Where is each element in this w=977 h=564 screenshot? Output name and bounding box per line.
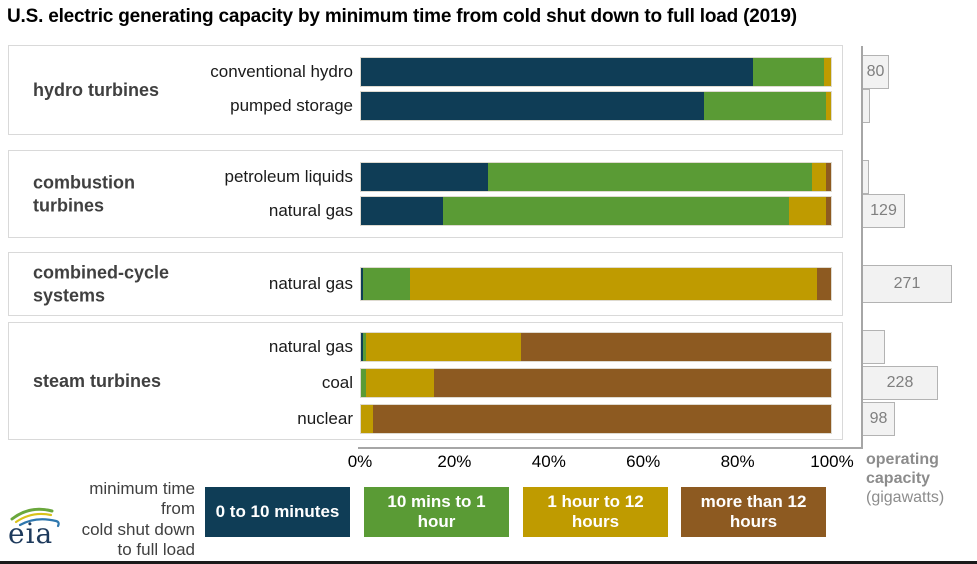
capacity-box: 271 [862,265,952,303]
right-axis-title-text: operating capacity [866,451,939,487]
row-label: pumped storage [230,96,353,115]
bar-segment-0-to-10-minutes [361,163,488,191]
capacity-box [862,330,885,364]
row-label: natural gas [268,337,353,356]
bar-segment-10-mins-to-1-hour [361,369,366,397]
bar-segment-1-hour-to-12-hours [361,405,373,433]
group-label: hydro turbines [33,79,160,100]
legend-chip-navy: 0 to 10 minutes [205,487,350,537]
bar-segment-1-hour-to-12-hours [365,333,521,361]
stacked-bar [360,267,832,301]
stacked-bar [360,162,832,192]
bar-segment-0-to-10-minutes [361,268,364,300]
bar-segment-more-than-12-hours [816,268,831,300]
stacked-bar [360,368,832,398]
capacity-axis-line [861,46,863,448]
x-axis-line [358,447,863,449]
eia-logo-text: eia [8,517,54,550]
x-axis-tick: 40% [531,452,566,471]
bar-segment-1-hour-to-12-hours [365,369,434,397]
bar-segment-more-than-12-hours [372,405,831,433]
x-axis-tick: 80% [720,452,755,471]
bar-segment-1-hour-to-12-hours [788,197,827,225]
bar-segment-10-mins-to-1-hour [363,268,411,300]
row-label: natural gas [268,201,353,220]
bar-segment-more-than-12-hours [433,369,831,397]
bar-segment-1-hour-to-12-hours [812,163,827,191]
bar-segment-more-than-12-hours [826,163,831,191]
capacity-box: 129 [862,194,905,228]
capacity-box: 80 [862,55,889,89]
stacked-bar [360,57,832,87]
row-label: nuclear [297,409,353,428]
legend-chip-green: 10 mins to 1 hour [364,487,509,537]
capacity-box: 228 [862,366,938,400]
stacked-bar [360,332,832,362]
x-axis-tick: 100% [810,452,854,471]
bar-segment-10-mins-to-1-hour [704,92,827,120]
bar-segment-0-to-10-minutes [361,92,705,120]
group-label: combined-cycle systems [33,262,170,306]
capacity-box: 98 [862,402,895,436]
bar-segment-1-hour-to-12-hours [826,92,831,120]
bar-segment-1-hour-to-12-hours [410,268,817,300]
bar-segment-0-to-10-minutes [361,58,754,86]
chart-title: U.S. electric generating capacity by min… [7,6,797,27]
legend-chip-brown: more than 12 hours [681,487,826,537]
bottom-border [0,561,977,564]
x-axis-tick: 20% [437,452,472,471]
bar-segment-more-than-12-hours [826,197,831,225]
capacity-box [862,160,869,194]
row-label: coal [321,373,353,392]
group-label: combustion turbines [33,172,135,216]
legend-caption: minimum time from cold shut down to full… [81,479,195,560]
x-axis-tick: 0% [347,452,373,471]
x-axis-tick: 60% [626,452,661,471]
row-label: petroleum liquids [224,167,353,186]
bar-segment-10-mins-to-1-hour [753,58,824,86]
row-label: conventional hydro [210,62,353,81]
bar-segment-10-mins-to-1-hour [487,163,813,191]
capacity-box [862,89,870,123]
right-axis-title: operating capacity (gigawatts) [866,451,974,508]
eia-logo: eia [6,503,68,555]
right-axis-title-unit: (gigawatts) [866,488,945,506]
stacked-bar [360,91,832,121]
group-label: steam turbines [33,370,162,391]
row-label: natural gas [268,274,353,293]
stacked-bar [360,404,832,434]
eia-logo-arcs [10,507,60,528]
bar-segment-more-than-12-hours [520,333,831,361]
bar-segment-0-to-10-minutes [361,333,364,361]
bar-segment-1-hour-to-12-hours [823,58,831,86]
stacked-bar [360,196,832,226]
legend-chip-gold: 1 hour to 12 hours [523,487,668,537]
bar-segment-10-mins-to-1-hour [443,197,789,225]
bar-segment-0-to-10-minutes [361,197,444,225]
bar-segment-10-mins-to-1-hour [363,333,366,361]
